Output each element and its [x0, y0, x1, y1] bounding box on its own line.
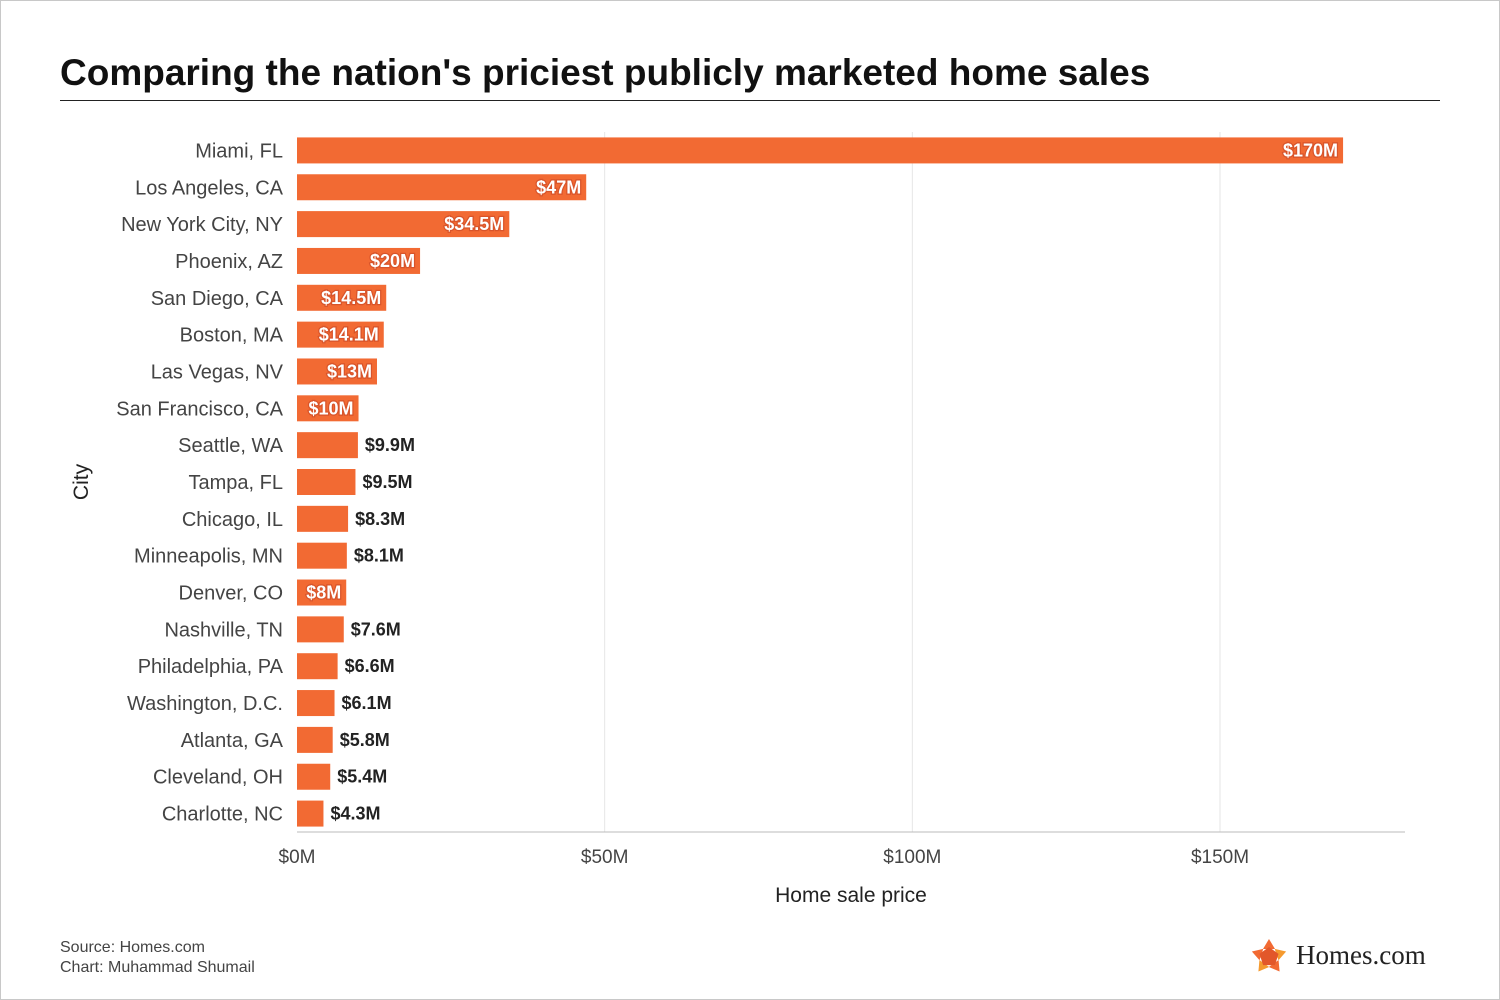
x-tick-label: $0M — [279, 847, 316, 868]
bars: $170M $47M $34.5M $20M $14.5M $14.1M $13M $10M $… — [297, 137, 1344, 827]
category-label: Chicago, IL — [182, 509, 283, 531]
data-label: $4.3M — [330, 804, 380, 824]
data-label: $170M — [1283, 140, 1338, 160]
homes-com-star-logo-icon — [1251, 939, 1287, 972]
bar — [297, 726, 333, 753]
bar — [297, 579, 347, 606]
category-label: Washington, D.C. — [127, 693, 283, 715]
bar — [297, 800, 324, 827]
category-label: New York City, NY — [121, 214, 283, 236]
category-label: Boston, MA — [180, 325, 284, 347]
data-label: $6.6M — [345, 656, 395, 676]
data-label: $47M — [536, 177, 581, 197]
x-tick-label: $100M — [883, 847, 941, 868]
data-label: $6.1M — [342, 693, 392, 713]
data-label: $10M — [309, 398, 354, 418]
bar — [297, 505, 349, 532]
category-label: Los Angeles, CA — [135, 177, 284, 199]
category-label: Miami, FL — [195, 140, 283, 162]
category-label: Las Vegas, NV — [151, 361, 284, 383]
bar — [297, 321, 384, 348]
bar — [297, 653, 338, 680]
chart-title: Comparing the nation's priciest publicly… — [60, 52, 1151, 93]
data-label: $7.6M — [351, 619, 401, 639]
bar — [297, 211, 510, 238]
bar — [297, 469, 356, 495]
category-label: Philadelphia, PA — [138, 656, 284, 678]
category-label: Seattle, WA — [178, 435, 284, 457]
data-label: $5.4M — [337, 767, 387, 787]
bar — [297, 542, 347, 569]
category-label: Atlanta, GA — [181, 730, 284, 752]
data-label: $13M — [327, 361, 372, 381]
category-label: Minneapolis, MN — [134, 546, 283, 568]
x-axis-title: Home sale price — [775, 884, 927, 907]
category-label: Charlotte, NC — [162, 804, 283, 826]
axis-titles: Home sale price City — [70, 463, 927, 907]
category-label: San Diego, CA — [151, 288, 284, 310]
bar — [297, 174, 587, 201]
category-label: Phoenix, AZ — [175, 251, 283, 273]
data-label: $14.1M — [319, 325, 379, 345]
bar — [297, 247, 421, 274]
bar — [297, 395, 359, 422]
bar — [297, 137, 1344, 164]
category-label: San Francisco, CA — [116, 398, 283, 420]
category-label: Tampa, FL — [189, 472, 283, 494]
y-axis-title: City — [70, 463, 93, 500]
category-label: Nashville, TN — [164, 619, 283, 641]
data-label: $34.5M — [444, 214, 504, 234]
bar — [297, 690, 335, 717]
source-note: Source: Homes.com — [60, 939, 205, 956]
data-label: $9.9M — [365, 435, 415, 455]
category-labels: Miami, FL Los Angeles, CA New York City, N… — [116, 140, 283, 825]
data-label: $20M — [370, 251, 415, 271]
data-label: $9.5M — [362, 472, 412, 492]
grid-lines — [297, 132, 1405, 833]
data-label: $8M — [306, 583, 341, 603]
credit-note: Chart: Muhammad Shumail — [60, 959, 255, 976]
x-tick-label: $150M — [1191, 847, 1249, 868]
logo-text: Homes.com — [1296, 940, 1426, 970]
title-divider — [60, 100, 1440, 101]
x-tick-labels: $0M $50M $100M $150M — [279, 847, 1250, 868]
bar — [297, 284, 387, 311]
category-label: Denver, CO — [179, 583, 283, 605]
bar — [297, 432, 358, 459]
x-tick-label: $50M — [581, 847, 629, 868]
bar — [297, 358, 377, 385]
bar — [297, 763, 331, 790]
category-label: Cleveland, OH — [153, 767, 283, 789]
bar — [297, 616, 344, 643]
data-label: $5.8M — [340, 730, 390, 750]
homes-com-logo: Homes.com — [1249, 937, 1439, 977]
data-label: $14.5M — [321, 288, 381, 308]
data-label: $8.3M — [355, 509, 405, 529]
data-label: $8.1M — [354, 546, 404, 566]
